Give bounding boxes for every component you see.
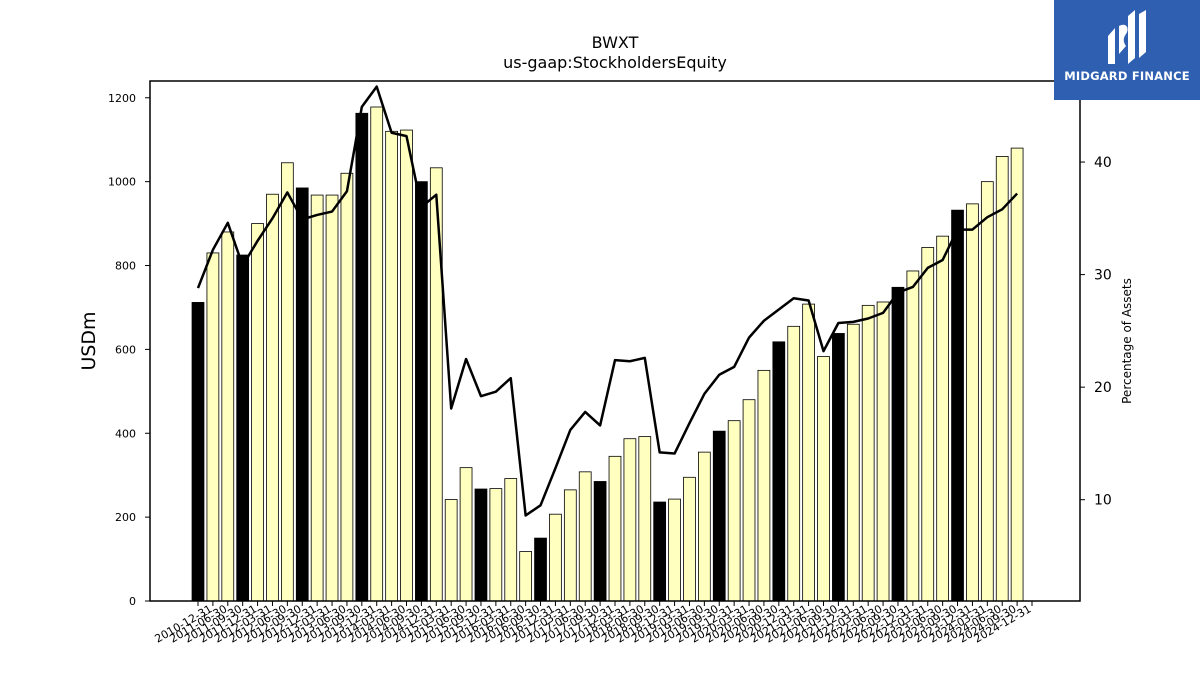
x-axis: 2010-12-312011-06-302011-09-302011-12-31…	[153, 601, 1034, 646]
bar-series	[191, 106, 1024, 602]
bar-2012-09-30	[295, 187, 309, 602]
bar-2016-06-30	[519, 551, 533, 602]
bar-2020-12-31	[787, 325, 801, 602]
bar-2013-03-31	[325, 194, 339, 602]
bar-2011-06-30	[221, 231, 235, 602]
bar-2016-03-31	[504, 478, 518, 602]
bar-2019-06-30	[698, 451, 711, 602]
y-tick-label: 800	[115, 260, 136, 273]
bar-2020-06-30	[757, 369, 771, 602]
bar-2023-12-31	[966, 203, 979, 602]
y2-axis-label: Percentage of Assets	[1120, 278, 1134, 404]
bar-2014-03-31	[385, 130, 398, 602]
y-tick-label: 1200	[108, 92, 136, 105]
midgard-logo-icon	[1108, 10, 1146, 64]
bar-2018-12-31	[668, 498, 681, 602]
bar-2015-09-30	[474, 488, 488, 602]
bar-2020-03-31	[742, 399, 756, 602]
bar-2014-09-30	[415, 181, 428, 602]
bar-2019-12-31	[727, 420, 741, 602]
bar-2013-09-30	[355, 112, 369, 602]
y-tick-label: 1000	[108, 176, 136, 189]
bar-2014-12-31	[429, 167, 443, 602]
logo-text: MIDGARD FINANCE	[1064, 69, 1190, 83]
bar-2018-03-31	[623, 438, 637, 602]
bar-2021-09-30	[832, 333, 845, 602]
bar-2023-06-30	[936, 235, 950, 602]
bar-2021-12-31	[846, 323, 860, 602]
bar-2017-03-31	[563, 489, 577, 602]
bar-2019-03-31	[683, 476, 696, 602]
bar-2011-12-31	[251, 223, 264, 602]
bar-2015-06-30	[459, 467, 473, 602]
bar-2022-09-30	[891, 286, 905, 602]
bar-2014-06-30	[400, 129, 413, 602]
bar-2023-03-31	[921, 247, 935, 602]
bar-2017-06-30	[578, 471, 592, 602]
bar-2018-06-30	[638, 436, 652, 602]
chart-title: BWXT	[592, 33, 639, 52]
bar-2010-12-31	[191, 302, 205, 602]
bar-2024-03-31	[980, 181, 994, 602]
chart-subtitle: us-gaap:StockholdersEquity	[503, 53, 727, 72]
bar-2024-06-30	[995, 156, 1009, 602]
bar-2012-12-31	[310, 194, 324, 602]
bar-2021-06-30	[817, 356, 830, 602]
bar-2013-06-30	[340, 172, 354, 602]
midgard-finance-logo: MIDGARD FINANCE	[1054, 0, 1200, 100]
bar-2011-03-31	[206, 252, 220, 602]
bar-2013-12-31	[370, 106, 384, 602]
y-tick-label: 600	[115, 343, 136, 356]
y-tick-label: 0	[129, 595, 136, 608]
bar-2015-03-31	[444, 499, 458, 602]
line-series	[196, 85, 1019, 517]
bar-2018-09-30	[653, 501, 667, 602]
bar-2020-09-30	[772, 341, 786, 602]
y-tick-label: 200	[115, 511, 136, 524]
bar-2011-09-30	[236, 254, 250, 602]
bar-2019-09-30	[712, 430, 726, 602]
bar-2024-09-30	[1010, 147, 1024, 602]
bar-2021-03-31	[802, 303, 815, 602]
bar-2023-09-30	[951, 209, 964, 602]
bar-2012-06-30	[280, 162, 294, 602]
y-axis-left: 0 200 400 600 800 1000 1200	[108, 92, 150, 608]
y-tick-label: 400	[115, 427, 136, 440]
bar-2017-12-31	[608, 455, 622, 602]
y2-tick-label: 10	[1094, 493, 1112, 509]
bar-2022-06-30	[876, 301, 890, 602]
y2-tick-label: 20	[1094, 380, 1112, 396]
y2-tick-label: 30	[1094, 268, 1112, 284]
bar-2015-12-31	[489, 488, 503, 602]
bar-2017-09-30	[593, 481, 607, 602]
bar-2022-03-31	[861, 304, 875, 602]
bar-2012-03-31	[266, 193, 279, 602]
percentage-of-assets-line	[196, 85, 1019, 517]
y2-tick-label: 40	[1094, 155, 1112, 171]
bar-2016-09-30	[534, 537, 547, 602]
bar-2022-12-31	[906, 270, 920, 602]
y-axis-label: USDm	[78, 311, 100, 370]
y-axis-right: 10 20 30 40	[1080, 155, 1112, 509]
bar-2016-12-31	[549, 513, 562, 602]
